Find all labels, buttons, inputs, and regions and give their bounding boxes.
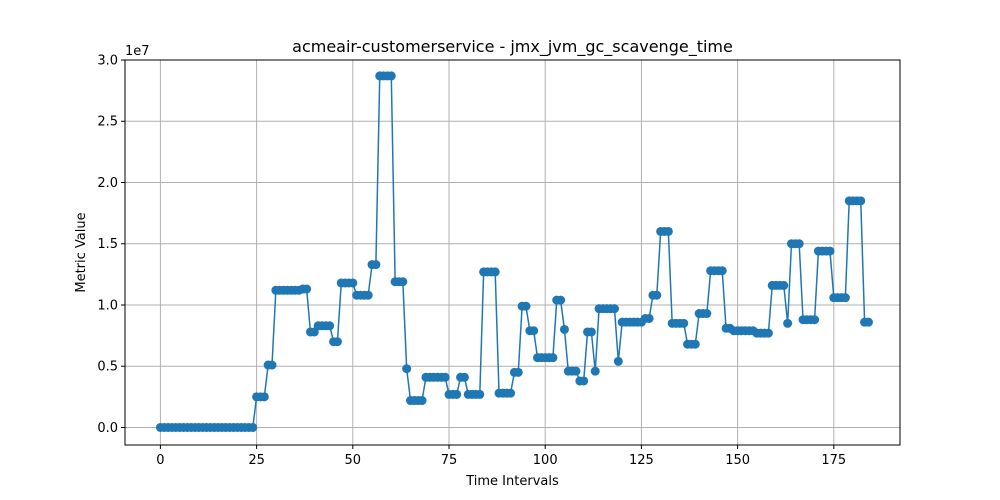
- data-point: [513, 367, 523, 377]
- data-point: [348, 278, 358, 288]
- x-axis-ticks: 0 25 50 75 100 125 150 175: [156, 445, 846, 468]
- data-point: [609, 304, 619, 314]
- x-tick-label: 25: [248, 453, 265, 468]
- data-point: [579, 376, 589, 386]
- data-point: [810, 315, 820, 325]
- x-tick-label: 100: [533, 453, 558, 468]
- x-tick-label: 0: [156, 453, 164, 468]
- x-tick-label: 75: [441, 453, 458, 468]
- data-point: [652, 290, 662, 300]
- data-point: [702, 309, 712, 319]
- data-point: [371, 260, 381, 270]
- data-point: [440, 372, 450, 382]
- data-point: [402, 364, 412, 374]
- y-tick-label: 1.5: [97, 237, 118, 252]
- y-tick-label: 2.5: [97, 115, 118, 130]
- x-tick-label: 175: [821, 453, 846, 468]
- plot-frame: [124, 59, 901, 446]
- data-point: [452, 389, 462, 399]
- chart-title: acmeair-customerservice - jmx_jvm_gc_sca…: [292, 37, 733, 57]
- data-point: [586, 327, 596, 337]
- data-point: [529, 326, 539, 336]
- y-tick-label: 1.0: [97, 298, 118, 313]
- data-point: [259, 392, 269, 402]
- data-point: [863, 317, 873, 327]
- data-point: [417, 396, 427, 406]
- data-point: [556, 295, 566, 305]
- data-point: [825, 246, 835, 256]
- x-axis-label: Time Intervals: [465, 474, 559, 489]
- y-tick-label: 0.0: [97, 421, 118, 436]
- data-point: [559, 324, 569, 334]
- y-tick-label: 2.0: [97, 176, 118, 191]
- data-points: [155, 71, 873, 432]
- data-point: [840, 293, 850, 303]
- data-point: [717, 266, 727, 276]
- data-point: [248, 422, 258, 432]
- data-point: [475, 389, 485, 399]
- data-point: [363, 290, 373, 300]
- data-point: [794, 239, 804, 249]
- data-point: [613, 356, 623, 366]
- data-point: [506, 388, 516, 398]
- data-point: [763, 328, 773, 338]
- data-point: [386, 71, 396, 81]
- data-point: [267, 360, 277, 370]
- y-tick-label: 3.0: [97, 54, 118, 69]
- y-axis-offset-label: 1e7: [125, 44, 150, 59]
- data-point: [521, 301, 531, 311]
- data-point: [590, 366, 600, 376]
- data-point: [679, 318, 689, 328]
- x-tick-label: 50: [345, 453, 362, 468]
- x-tick-label: 125: [629, 453, 654, 468]
- data-point: [302, 284, 312, 294]
- data-point: [856, 196, 866, 206]
- data-point: [332, 337, 342, 347]
- data-point: [490, 267, 500, 277]
- x-tick-label: 150: [725, 453, 750, 468]
- data-point: [644, 313, 654, 323]
- data-point: [571, 366, 581, 376]
- data-point: [548, 353, 558, 363]
- data-point: [690, 339, 700, 349]
- y-axis-ticks: 0.0 0.5 1.0 1.5 2.0 2.5 3.0: [97, 54, 125, 436]
- y-tick-label: 0.5: [97, 360, 118, 375]
- data-point: [783, 318, 793, 328]
- data-point: [325, 321, 335, 331]
- data-point: [459, 372, 469, 382]
- y-axis-label: Metric Value: [74, 212, 89, 292]
- data-point: [398, 277, 408, 287]
- data-point: [663, 226, 673, 236]
- grid-lines: [125, 59, 900, 445]
- data-point: [779, 280, 789, 290]
